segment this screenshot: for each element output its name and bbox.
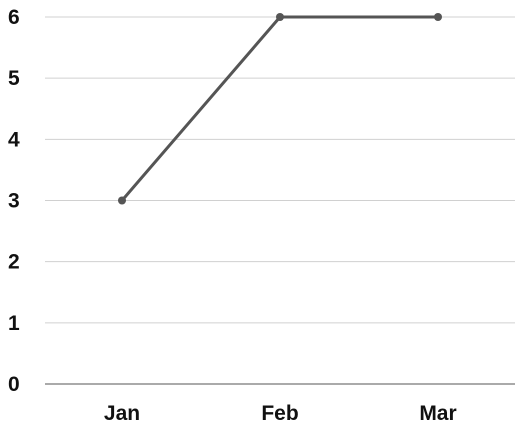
data-point-feb [276, 13, 284, 21]
x-tick-label-mar: Mar [419, 402, 456, 425]
x-axis-tick-labels: Jan Feb Mar [104, 402, 457, 425]
series-line [120, 15, 440, 202]
y-tick-label-2: 2 [8, 251, 20, 274]
data-point-mar [434, 13, 442, 21]
gridlines [45, 16, 515, 385]
y-tick-label-3: 3 [8, 190, 20, 213]
y-axis-tick-labels: 0 1 2 3 4 5 6 [8, 6, 20, 396]
y-tick-label-4: 4 [8, 128, 20, 151]
x-tick-label-jan: Jan [104, 402, 140, 425]
y-tick-label-6: 6 [8, 6, 20, 29]
y-tick-label-0: 0 [8, 373, 20, 396]
y-tick-label-1: 1 [8, 312, 20, 335]
data-point-jan [118, 196, 126, 205]
x-tick-label-feb: Feb [261, 402, 298, 425]
y-tick-label-5: 5 [8, 67, 20, 90]
series-layer [118, 13, 442, 205]
